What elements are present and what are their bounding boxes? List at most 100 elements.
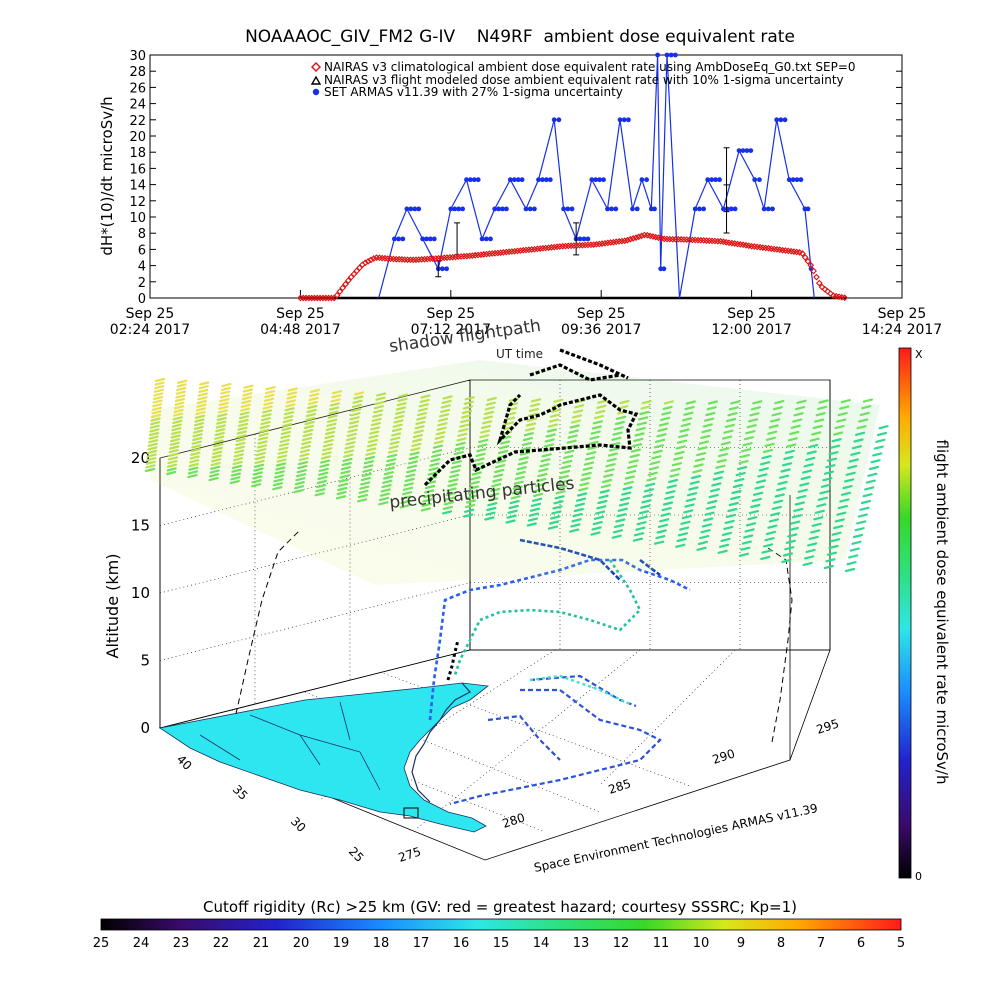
- particle-dash: [450, 469, 461, 474]
- particle-dash: [272, 486, 283, 491]
- particle-dash: [816, 503, 827, 508]
- particle-dash: [210, 462, 221, 467]
- particle-dash: [681, 514, 692, 520]
- particle-dash: [238, 418, 249, 424]
- particle-dash: [354, 391, 365, 396]
- particle-dash: [638, 510, 650, 515]
- particle-dash: [508, 504, 519, 510]
- nairas-climo-point: [480, 251, 488, 258]
- particle-dash: [574, 404, 585, 409]
- particle-dash: [531, 497, 543, 502]
- particle-dash: [730, 400, 741, 405]
- nairas-climo-point: [612, 238, 620, 246]
- particle-dash: [814, 509, 825, 514]
- particle-dash: [619, 399, 630, 405]
- particle-dash: [616, 513, 627, 518]
- particle-dash: [590, 430, 601, 435]
- particle-dash: [461, 414, 472, 419]
- rigidity-tick-label: 9: [737, 936, 745, 951]
- particle-dash: [535, 482, 546, 488]
- chart-title: NOAAAOC_GIV_FM2 G-IV N49RF ambient dose …: [245, 27, 795, 47]
- particle-dash: [236, 434, 247, 439]
- particle-dash: [465, 499, 477, 504]
- particle-dash: [547, 423, 559, 428]
- particle-dash: [875, 438, 886, 443]
- nairas-climo-point: [502, 248, 510, 256]
- particle-dash: [712, 476, 723, 481]
- particle-dash: [700, 434, 711, 439]
- particle-dash: [604, 468, 615, 473]
- particle-dash: [836, 511, 847, 516]
- particle-dash: [239, 415, 250, 420]
- particle-dash: [242, 392, 253, 397]
- x-tick-label-time: 07:12 2017: [411, 322, 491, 338]
- particle-dash: [843, 478, 855, 483]
- particle-dash: [351, 403, 362, 408]
- particle-dash: [500, 440, 511, 445]
- particle-dash: [285, 403, 296, 408]
- rigidity-title: Cutoff rigidity (Rc) >25 km (GV: red = g…: [203, 898, 797, 916]
- particle-dash: [720, 441, 731, 446]
- particle-dash: [345, 441, 356, 446]
- particle-dash: [774, 493, 785, 498]
- particle-dash: [453, 451, 464, 456]
- particle-dash: [731, 489, 742, 495]
- particle-dash: [870, 459, 881, 464]
- armas-point: [736, 148, 742, 154]
- nairas-climo-point: [533, 245, 541, 253]
- nairas-climo-point: [466, 252, 473, 260]
- nairas-climo-point: [460, 252, 468, 260]
- particle-dash: [331, 390, 343, 395]
- particle-dash: [713, 470, 725, 475]
- particle-dash: [365, 451, 376, 456]
- particle-dash: [706, 406, 717, 411]
- particle-dash: [717, 453, 729, 458]
- particle-dash: [613, 523, 625, 529]
- particle-dash: [825, 464, 836, 469]
- particle-dash: [721, 435, 733, 440]
- particle-dash: [569, 528, 580, 533]
- armas-point: [452, 206, 458, 212]
- particle-dash: [338, 478, 349, 483]
- particle-dash: [539, 463, 550, 468]
- particle-dash: [280, 430, 291, 436]
- particle-dash: [854, 527, 865, 532]
- particle-dash: [570, 523, 581, 528]
- particle-dash: [217, 413, 228, 418]
- particle-dash: [632, 537, 644, 542]
- particle-dash: [384, 466, 395, 471]
- nairas-climo-point: [511, 247, 519, 255]
- particle-dash: [808, 535, 819, 541]
- armas-point: [786, 177, 792, 183]
- particle-dash: [338, 482, 349, 487]
- particle-dash: [642, 493, 653, 498]
- particle-dash: [481, 424, 492, 430]
- nairas-climo-point: [618, 237, 626, 245]
- particle-dash: [876, 431, 888, 437]
- particle-dash: [847, 465, 858, 470]
- y-tick-label: 12: [129, 195, 146, 210]
- particle-dash: [177, 379, 188, 384]
- rigidity-tick-label: 16: [453, 936, 470, 951]
- nairas-climo-point: [505, 248, 513, 256]
- particle-dash: [145, 460, 156, 465]
- particle-dash: [376, 392, 387, 397]
- particle-dash: [551, 510, 562, 515]
- particle-dash: [829, 538, 841, 543]
- particle-dash: [742, 442, 753, 447]
- particle-dash: [752, 400, 763, 405]
- particle-dash: [653, 540, 665, 545]
- particle-dash: [364, 455, 375, 461]
- particle-dash: [387, 453, 398, 458]
- particle-dash: [482, 420, 493, 425]
- particle-dash: [406, 469, 417, 474]
- particle-dash: [685, 400, 697, 405]
- particle-dash: [494, 468, 505, 474]
- particle-dash: [212, 450, 223, 455]
- armas-point: [532, 206, 537, 212]
- rigidity-tick-label: 20: [293, 936, 310, 951]
- particle-dash: [188, 462, 199, 468]
- particle-dash: [764, 537, 775, 542]
- particle-dash: [516, 466, 527, 471]
